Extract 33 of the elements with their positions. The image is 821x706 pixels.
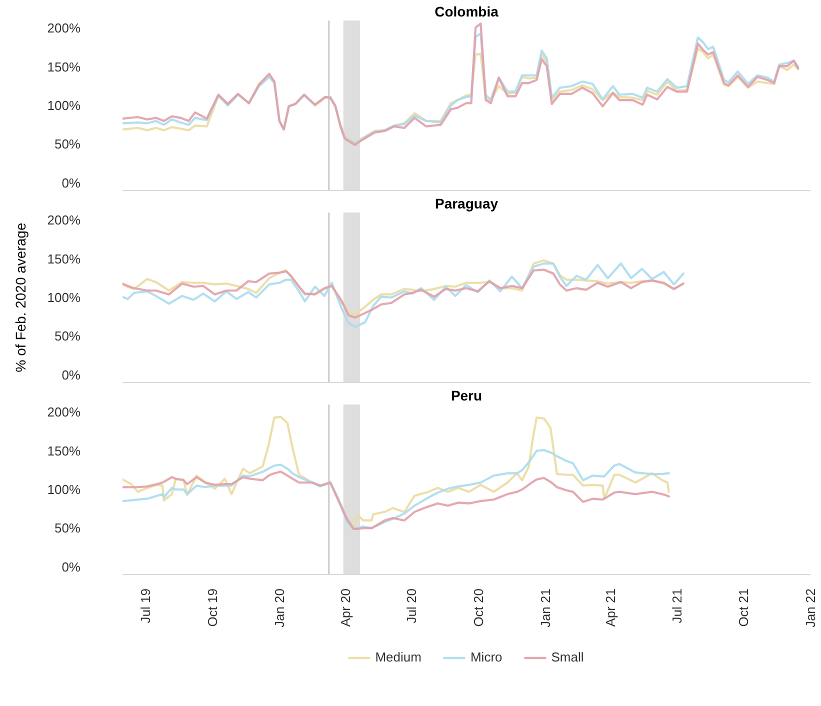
y-tick-label: 150%	[47, 443, 81, 458]
y-tick-label: 200%	[47, 212, 81, 228]
y-tick-label: 50%	[54, 328, 81, 344]
x-tick-label: Jul 21	[669, 588, 684, 624]
legend-label: Micro	[470, 650, 502, 664]
y-tick-label: 100%	[47, 290, 81, 305]
x-tick-label: Jul 20	[404, 588, 420, 624]
y-tick-label: 200%	[47, 20, 81, 36]
x-tick-label: Jan 22	[803, 588, 818, 628]
y-tick-label: 150%	[47, 251, 81, 266]
y-axis-title: % of Feb. 2020 average	[12, 222, 28, 372]
y-tick-label: 0%	[62, 559, 81, 574]
x-tick-label: Apr 20	[338, 588, 354, 627]
x-tick-label: Oct 20	[470, 588, 486, 627]
x-tick-label: Apr 21	[603, 588, 618, 627]
legend-label: Medium	[375, 650, 422, 664]
chart-title: Paraguay	[434, 196, 498, 212]
x-tick-label: Jan 20	[272, 588, 287, 628]
x-tick-label: Oct 19	[205, 588, 220, 627]
y-tick-label: 0%	[62, 175, 81, 190]
y-tick-label: 200%	[47, 404, 81, 420]
chart-title: Peru	[450, 388, 482, 404]
x-tick-label: Jul 19	[138, 588, 154, 624]
y-tick-label: 100%	[47, 482, 81, 497]
y-tick-label: 50%	[54, 520, 81, 536]
y-tick-label: 0%	[62, 367, 81, 382]
legend-label: Small	[551, 650, 584, 664]
y-tick-label: 100%	[47, 98, 81, 113]
chart-title: Colombia	[434, 4, 499, 20]
x-tick-label: Jan 21	[538, 588, 553, 628]
x-tick-label: Oct 21	[736, 588, 752, 627]
y-tick-label: 50%	[54, 136, 81, 152]
y-tick-label: 150%	[47, 59, 81, 74]
